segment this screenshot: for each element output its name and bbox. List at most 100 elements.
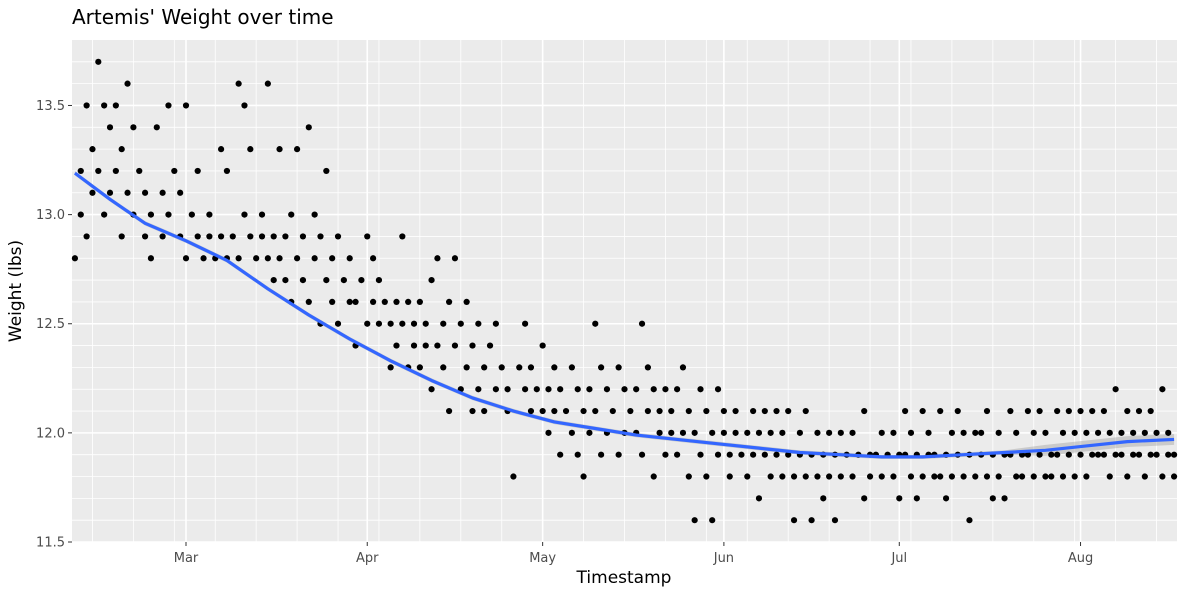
data-point [387, 320, 394, 327]
data-point [714, 451, 722, 458]
data-point [358, 276, 365, 284]
data-point [106, 189, 114, 196]
data-point [270, 276, 277, 284]
y-tick-label: 11.5 [36, 536, 65, 551]
data-point [732, 407, 739, 415]
data-point [720, 429, 727, 436]
data-point [1159, 386, 1166, 393]
data-point [288, 211, 295, 218]
data-point [919, 407, 926, 415]
data-point [1024, 407, 1032, 415]
data-point [346, 298, 353, 306]
data-point [837, 429, 844, 436]
data-point [937, 473, 944, 480]
gridlines [72, 40, 1177, 543]
data-point [364, 320, 371, 327]
data-point [141, 189, 149, 196]
data-point [1135, 407, 1143, 415]
y-tick-label: 13.0 [36, 208, 65, 223]
data-point [1077, 451, 1084, 458]
data-points [71, 58, 1178, 524]
data-point [679, 429, 687, 436]
x-tick-label: May [529, 551, 556, 566]
data-point [551, 364, 558, 371]
data-point [720, 407, 727, 415]
data-point [434, 342, 441, 349]
data-point [685, 407, 692, 415]
data-point [416, 298, 423, 306]
data-point [1165, 429, 1172, 436]
data-point [1059, 429, 1067, 436]
data-point [101, 102, 108, 109]
data-point [1071, 473, 1078, 480]
data-point [276, 255, 283, 262]
data-point [919, 473, 926, 480]
data-point [615, 364, 622, 371]
data-point [1042, 473, 1049, 480]
data-point [545, 386, 552, 393]
data-point [516, 364, 523, 371]
data-point [1054, 407, 1061, 415]
data-point [574, 451, 581, 458]
data-point [451, 255, 459, 262]
data-point [557, 451, 564, 458]
data-point [662, 386, 669, 393]
data-point [878, 473, 885, 480]
data-point [381, 298, 388, 306]
data-point [393, 342, 400, 349]
data-point [323, 167, 330, 175]
data-point [165, 211, 172, 218]
data-point [603, 386, 611, 393]
data-point [1147, 407, 1154, 415]
data-point [71, 255, 79, 262]
data-point [785, 451, 792, 458]
data-point [644, 407, 651, 415]
data-point [1118, 429, 1125, 436]
data-point [650, 473, 657, 480]
data-point [1089, 451, 1096, 458]
data-point [1159, 473, 1166, 480]
data-point [598, 451, 605, 458]
data-point [276, 146, 283, 153]
data-point [779, 429, 786, 436]
data-point [1112, 386, 1119, 393]
data-point [334, 320, 342, 327]
data-point [446, 407, 453, 415]
data-point [966, 517, 973, 524]
data-point [463, 298, 470, 306]
data-point [790, 517, 798, 524]
data-point [983, 473, 991, 480]
data-point [405, 298, 412, 306]
data-point [282, 233, 289, 240]
data-point [902, 407, 909, 415]
data-point [527, 364, 535, 371]
data-point [592, 407, 599, 415]
data-point [475, 386, 482, 393]
data-point [130, 124, 137, 131]
data-point [761, 451, 768, 458]
data-point [913, 495, 920, 502]
data-point [995, 429, 1002, 436]
data-point [685, 473, 692, 480]
data-point [942, 495, 950, 502]
data-point [527, 407, 535, 415]
data-point [539, 407, 546, 415]
data-point [422, 342, 429, 349]
data-point [1013, 473, 1020, 480]
data-point [194, 233, 201, 240]
data-point [375, 276, 383, 284]
data-point [1024, 451, 1032, 458]
data-point [235, 80, 242, 87]
data-point [206, 211, 213, 218]
data-point [580, 473, 587, 480]
data-point [510, 473, 517, 480]
data-point [89, 189, 96, 196]
data-point [1059, 473, 1067, 480]
smoothed-trend-line [73, 171, 1175, 459]
data-point [972, 473, 979, 480]
data-point [95, 167, 102, 175]
data-point [1112, 451, 1119, 458]
data-point [937, 407, 944, 415]
data-point [457, 320, 464, 327]
data-point [293, 146, 301, 153]
